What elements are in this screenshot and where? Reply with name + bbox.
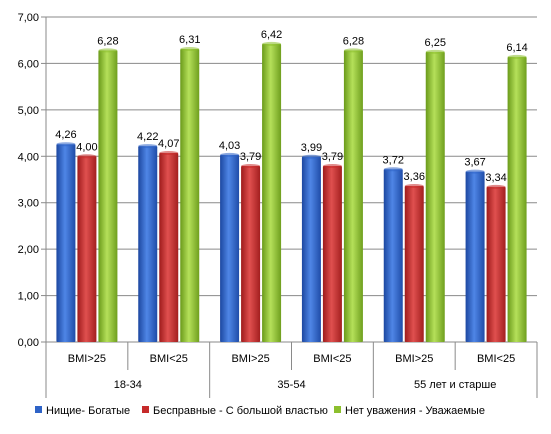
bar bbox=[301, 156, 321, 342]
bar bbox=[486, 186, 506, 342]
bar bbox=[507, 56, 527, 343]
legend: Нищие- Богатые Бесправные - С большой вла… bbox=[35, 405, 485, 417]
bar-top bbox=[180, 47, 200, 52]
y-tick-label: 0,00 bbox=[18, 337, 39, 349]
bar-top bbox=[465, 169, 485, 174]
data-label: 4,22 bbox=[137, 131, 158, 143]
legend-label: Бесправные - С большой властью bbox=[153, 405, 328, 417]
data-label: 3,67 bbox=[464, 157, 485, 169]
data-label: 6,31 bbox=[179, 34, 200, 46]
data-label: 3,79 bbox=[240, 151, 261, 163]
bar-top bbox=[383, 167, 403, 172]
y-tick-label: 3,00 bbox=[18, 198, 39, 210]
y-tick-label: 1,00 bbox=[18, 291, 39, 303]
x-group-label: 35-54 bbox=[277, 379, 305, 391]
bar-top bbox=[425, 49, 445, 54]
data-label: 3,34 bbox=[485, 172, 506, 184]
data-label: 6,42 bbox=[261, 29, 282, 41]
x-tick-label: BMI>25 bbox=[395, 353, 433, 365]
data-label: 3,79 bbox=[322, 151, 343, 163]
x-tick-label: BMI>25 bbox=[231, 353, 269, 365]
bar-top bbox=[301, 154, 321, 159]
legend-label: Нищие- Богатые bbox=[46, 405, 130, 417]
x-group-label: 18-34 bbox=[114, 379, 142, 391]
x-tick-label: BMI>25 bbox=[68, 353, 106, 365]
y-tick-label: 2,00 bbox=[18, 244, 39, 256]
bar-top bbox=[343, 48, 363, 53]
data-label: 3,72 bbox=[383, 154, 404, 166]
bar bbox=[322, 166, 342, 342]
data-label: 4,03 bbox=[219, 140, 240, 152]
x-tick-label: BMI<25 bbox=[477, 353, 515, 365]
bar-top bbox=[77, 154, 97, 159]
bar-top bbox=[241, 164, 261, 169]
bar-top bbox=[262, 41, 282, 46]
data-labels: 4,264,006,284,224,076,314,033,796,423,99… bbox=[55, 29, 528, 184]
axes: 0,00 1,00 2,00 3,00 4,00 5,00 6,00 7,00 BMI>25 BM… bbox=[18, 12, 538, 398]
data-label: 6,25 bbox=[425, 37, 446, 49]
bar-top bbox=[220, 152, 240, 157]
bar bbox=[77, 156, 97, 342]
bar bbox=[98, 50, 118, 343]
bar-top bbox=[404, 184, 424, 188]
bar bbox=[262, 43, 282, 343]
x-group-label: 55 лет и старше bbox=[414, 379, 496, 391]
bar-top bbox=[507, 54, 527, 59]
bar bbox=[138, 146, 158, 342]
y-tick-label: 5,00 bbox=[18, 105, 39, 117]
data-label: 6,28 bbox=[97, 35, 118, 47]
bar bbox=[159, 153, 179, 342]
gridlines bbox=[46, 16, 537, 343]
bar bbox=[425, 51, 445, 342]
bar-top bbox=[159, 151, 179, 156]
bar bbox=[465, 171, 485, 342]
bar bbox=[404, 186, 424, 342]
legend-label: Нет уважения - Уважаемые bbox=[345, 405, 485, 417]
bar-top bbox=[322, 164, 342, 169]
bars bbox=[56, 41, 527, 343]
data-label: 4,00 bbox=[76, 141, 97, 153]
data-label: 6,28 bbox=[343, 35, 364, 47]
y-tick-label: 4,00 bbox=[18, 151, 39, 163]
data-label: 4,26 bbox=[55, 129, 76, 141]
bar bbox=[180, 49, 200, 343]
data-label: 3,99 bbox=[301, 142, 322, 154]
bar-top bbox=[138, 144, 158, 149]
y-tick-label: 7,00 bbox=[18, 12, 39, 24]
bar bbox=[220, 154, 240, 342]
bar bbox=[343, 50, 363, 343]
legend-swatch bbox=[35, 406, 42, 413]
data-label: 6,14 bbox=[506, 42, 527, 54]
bar bbox=[241, 166, 261, 342]
data-label: 4,07 bbox=[158, 138, 179, 150]
y-tick-label: 6,00 bbox=[18, 58, 39, 70]
data-label: 3,36 bbox=[404, 171, 425, 183]
bar-top bbox=[56, 142, 76, 147]
bar bbox=[56, 144, 76, 342]
bar-top bbox=[98, 48, 118, 53]
x-tick-label: BMI<25 bbox=[313, 353, 351, 365]
legend-swatch bbox=[142, 406, 149, 413]
x-tick-label: BMI<25 bbox=[150, 353, 188, 365]
legend-swatch bbox=[334, 406, 341, 413]
bar bbox=[383, 169, 403, 342]
bar-top bbox=[486, 184, 506, 189]
